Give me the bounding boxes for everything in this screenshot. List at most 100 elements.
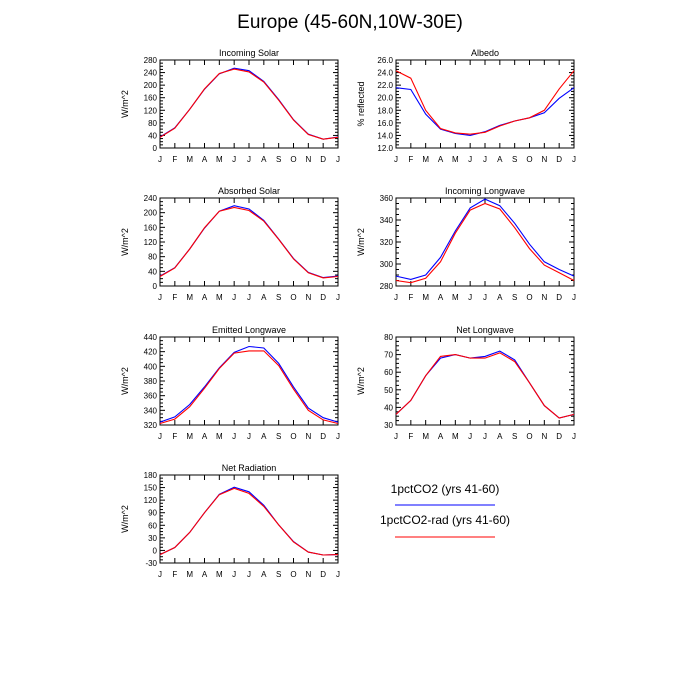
panel-5-ytick-label: 440 [144, 333, 158, 342]
panel-6-xtick-label: S [512, 432, 517, 441]
panel-5-xtick-label: A [261, 432, 267, 441]
panel-7-series-red-line [159, 487, 339, 556]
panel-2-xtick-label: J [394, 155, 398, 164]
panel-3-ytick-label: 40 [148, 267, 157, 276]
panel-3-xtick-label: J [247, 293, 251, 302]
panel-2-ytick-label: 16.0 [377, 119, 393, 128]
panel-3-xtick-label: S [276, 293, 281, 302]
panel-4-ytick-label: 360 [380, 194, 394, 203]
panel-6-xtick-label: M [422, 432, 429, 441]
panel-6-xtick-label: J [483, 432, 487, 441]
panel-7-ytick-label: 150 [144, 484, 158, 493]
panel-3-xtick-label: M [216, 293, 223, 302]
panel-7-xtick-label: J [232, 570, 236, 579]
panel-1-xtick-label: J [336, 155, 340, 164]
panel-7-xtick-label: F [172, 570, 177, 579]
panel-5-xtick-label: J [158, 432, 162, 441]
panel-4-xtick-label: M [452, 293, 459, 302]
panel-2-xtick-label: S [512, 155, 517, 164]
panel-1-ytick-label: 280 [144, 56, 158, 65]
panel-7-series-blue-line [159, 486, 339, 556]
panel-5-xtick-label: M [216, 432, 223, 441]
panel-1-xtick-label: D [320, 155, 326, 164]
panel-5-series-red-line [159, 350, 339, 425]
panel-7-xtick-label: O [290, 570, 296, 579]
panel-7-xtick-label: M [186, 570, 193, 579]
panel-4-frame [395, 197, 575, 287]
panel-1-xtick-label: A [202, 155, 208, 164]
panel-2-ytick-label: 24.0 [377, 69, 393, 78]
panel-2-xtick-label: A [438, 155, 444, 164]
panel-5-series-blue-line [159, 345, 339, 423]
panel-4-xtick-label: O [526, 293, 532, 302]
panel-4-series-red-line [395, 202, 575, 284]
panel-5-xtick-label: M [186, 432, 193, 441]
panel-7-ytick-label: -30 [145, 559, 157, 568]
panel-5-ytick-label: 420 [144, 348, 158, 357]
panel-7-ytick-label: 0 [153, 546, 158, 555]
panel-4-xtick-label: S [512, 293, 517, 302]
panel-4-xtick-label: J [394, 293, 398, 302]
panel-3-xtick-label: A [202, 293, 208, 302]
panel-7-xtick-label: A [202, 570, 208, 579]
panel-7-xtick-label: M [216, 570, 223, 579]
panel-5-ytick-label: 320 [144, 421, 158, 430]
panel-3-xtick-label: J [336, 293, 340, 302]
panel-3-title: Absorbed Solar [218, 186, 280, 196]
panel-4-title: Incoming Longwave [445, 186, 525, 196]
figure-title: Europe (45-60N,10W-30E) [237, 12, 463, 33]
panel-6-xtick-label: A [497, 432, 503, 441]
panel-1-ylabel: W/m^2 [120, 90, 130, 118]
panel-5-title: Emitted Longwave [212, 325, 286, 335]
panel-2-ytick-label: 26.0 [377, 56, 393, 65]
panel-2-ytick-label: 14.0 [377, 131, 393, 140]
panel-2-xtick-label: A [497, 155, 503, 164]
panel-5-xtick-label: J [336, 432, 340, 441]
panel-7-ytick-label: 30 [148, 534, 157, 543]
panel-2-xtick-label: O [526, 155, 532, 164]
panel-2-xtick-label: D [556, 155, 562, 164]
panel-3-frame [159, 197, 339, 287]
legend-label-1: 1pctCO2 (yrs 41-60) [391, 482, 500, 496]
panel-6-xtick-label: N [541, 432, 547, 441]
panel-5-ytick-label: 340 [144, 406, 158, 415]
panel-1-xtick-label: J [232, 155, 236, 164]
panel-1-xtick-label: M [216, 155, 223, 164]
panel-4-xtick-label: A [438, 293, 444, 302]
panel-1-series-blue-line [159, 67, 339, 140]
panel-3-ytick-label: 80 [148, 253, 157, 262]
panel-7-xtick-label: A [261, 570, 267, 579]
panel-4-ytick-label: 320 [380, 238, 394, 247]
panel-3-ytick-label: 160 [144, 223, 158, 232]
panel-3-xtick-label: O [290, 293, 296, 302]
panel-7-ylabel: W/m^2 [120, 505, 130, 533]
panel-1-series-red-line [159, 68, 339, 140]
panel-4-ytick-label: 280 [380, 282, 394, 291]
panel-3-ylabel: W/m^2 [120, 228, 130, 256]
panel-5-xtick-label: S [276, 432, 281, 441]
panel-1-xtick-label: J [247, 155, 251, 164]
panel-7-xtick-label: J [247, 570, 251, 579]
panel-5-xtick-label: D [320, 432, 326, 441]
panel-3-xtick-label: A [261, 293, 267, 302]
panel-4-xtick-label: N [541, 293, 547, 302]
panel-5-ylabel: W/m^2 [120, 367, 130, 395]
panel-3-xtick-label: F [172, 293, 177, 302]
panel-3-ytick-label: 200 [144, 209, 158, 218]
panel-2-title: Albedo [471, 48, 499, 58]
panel-5-xtick-label: F [172, 432, 177, 441]
panel-4-xtick-label: J [572, 293, 576, 302]
panel-4-ytick-label: 340 [380, 216, 394, 225]
panel-1-ytick-label: 40 [148, 131, 157, 140]
panel-1-xtick-label: J [158, 155, 162, 164]
panel-6-ylabel: W/m^2 [356, 367, 366, 395]
panel-2-xtick-label: J [468, 155, 472, 164]
panel-2-series-red-line [395, 70, 575, 135]
panel-4-xtick-label: J [468, 293, 472, 302]
panel-6-ytick-label: 70 [384, 351, 393, 360]
panel-2-ytick-label: 22.0 [377, 81, 393, 90]
panel-1-ytick-label: 0 [153, 144, 158, 153]
panel-1-ytick-label: 80 [148, 119, 157, 128]
panel-7-title: Net Radiation [222, 463, 277, 473]
panel-3-xtick-label: J [232, 293, 236, 302]
